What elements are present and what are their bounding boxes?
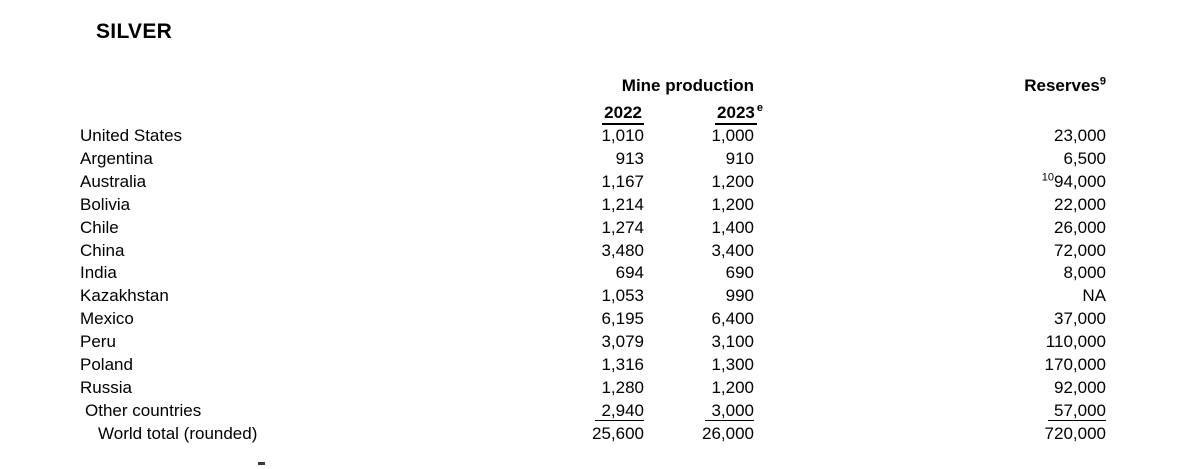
country-label: Australia [80,171,147,191]
table-row: United States 1,010 1,000 23,000 [80,125,1106,148]
production-2023-value: 3,400 [711,240,754,260]
country-label: Mexico [80,309,134,329]
production-2023-value: 6,400 [711,309,754,329]
production-2022-value: 1,010 [601,126,644,145]
reserves-header: Reserves9 [754,74,1106,98]
production-2023-value: 990 [725,286,754,306]
reserves-value: 6,500 [1063,148,1106,168]
production-2022-value: 694 [615,263,644,283]
table-row: Australia 1,167 1,200 1094,000 [80,171,1106,194]
production-2022-value: 1,214 [601,194,644,214]
production-2023-value: 1,200 [711,377,754,397]
production-2023-value: 1,400 [711,217,754,237]
table-row: Mexico 6,195 6,400 37,000 [80,308,1106,331]
reserves-value: NA [1082,286,1106,306]
reserves-value: 23,000 [1054,126,1106,145]
production-2022-value: 1,280 [601,377,644,397]
country-label: Argentina [80,148,153,168]
country-label: United States [80,126,183,145]
table-row-other-countries: Other countries 2,940 3,000 57,000 [80,400,1106,423]
table-row: India 694 690 8,000 [80,262,1106,285]
reserves-header-label: Reserves [1024,76,1100,96]
production-2022-value: 1,167 [601,171,644,191]
production-2022-value: 3,480 [601,240,644,260]
table-row: Kazakhstan 1,053 990 NA [80,285,1106,308]
cutoff-text-fragment [258,462,265,465]
reserves-value: 110,000 [1045,332,1106,352]
country-label: Chile [80,217,119,237]
footnote-10-superscript: 10 [1041,171,1054,184]
production-2022-value: 1,316 [601,355,644,375]
country-label: Bolivia [80,194,131,214]
country-label: Other countries [85,400,202,420]
reserves-value: 8,000 [1063,263,1106,283]
table-row: Poland 1,316 1,300 170,000 [80,354,1106,377]
production-2023-value: 3,100 [711,332,754,352]
table-row: China 3,480 3,400 72,000 [80,240,1106,263]
country-label: India [80,263,117,283]
production-2023-value: 910 [725,148,754,168]
empty-cell [80,74,540,98]
page-title: SILVER [96,20,173,43]
country-label: Russia [80,377,132,397]
year-2023-header: 2023 e [644,98,763,126]
reserves-value: 92,000 [1054,377,1106,397]
production-2022-value: 1,274 [601,217,644,237]
empty-cell [754,98,1106,125]
year-2022-label: 2022 [602,103,644,126]
reserves-value: 720,000 [1044,423,1106,443]
estimated-superscript: e [756,102,763,115]
reserves-number: 94,000 [1054,171,1106,191]
table-row: Peru 3,079 3,100 110,000 [80,331,1106,354]
table-row: Russia 1,280 1,200 92,000 [80,377,1106,400]
country-label: World total (rounded) [98,423,258,443]
reserves-value: 22,000 [1054,194,1106,214]
year-2023-label: 2023 [715,103,757,126]
reserves-value: 57,000 [754,400,1106,423]
production-2023-value: 1,000 [711,126,754,145]
production-2022-value: 3,079 [601,332,644,352]
table-row: Bolivia 1,214 1,200 22,000 [80,194,1106,217]
table-row: Argentina 913 910 6,500 [80,148,1106,171]
country-label: China [80,240,125,260]
table-row-world-total: World total (rounded) 25,600 26,000 720,… [80,423,1106,446]
country-label: Poland [80,355,133,375]
footnote-9-superscript: 9 [1099,75,1106,88]
country-label: Peru [80,332,116,352]
reserves-value: 37,000 [1054,309,1106,329]
production-2023-value: 1,200 [711,171,754,191]
underlined-total-number: 57,000 [1048,400,1106,421]
reserves-value: 1094,000 [754,171,1106,194]
table-group-header-row: Mine production Reserves9 [80,74,1106,98]
production-2023-value: 3,000 [644,400,754,423]
mine-production-header: Mine production [621,76,754,96]
production-2022-value: 25,600 [592,423,644,443]
production-2023-value: 1,200 [711,194,754,214]
production-2022-value: 6,195 [601,309,644,329]
production-2023-value: 26,000 [702,423,754,443]
production-2022-value: 913 [615,148,644,168]
production-2022-value: 1,053 [601,286,644,306]
table-row: Chile 1,274 1,400 26,000 [80,217,1106,240]
year-2022-header: 2022 [540,98,644,126]
country-label: Kazakhstan [80,286,169,306]
production-2022-value: 2,940 [540,400,644,423]
production-2023-value: 690 [725,263,754,283]
reserves-value: 170,000 [1044,355,1106,375]
underlined-total-number: 2,940 [595,400,644,421]
silver-statistics-table: Mine production Reserves9 2022 2023 e Uni… [80,74,1106,446]
table-year-header-row: 2022 2023 e [80,98,1106,126]
empty-cell [80,98,540,125]
reserves-value: 26,000 [1054,217,1106,237]
reserves-value: 72,000 [1054,240,1106,260]
underlined-total-number: 3,000 [705,400,754,421]
production-2023-value: 1,300 [711,355,754,375]
